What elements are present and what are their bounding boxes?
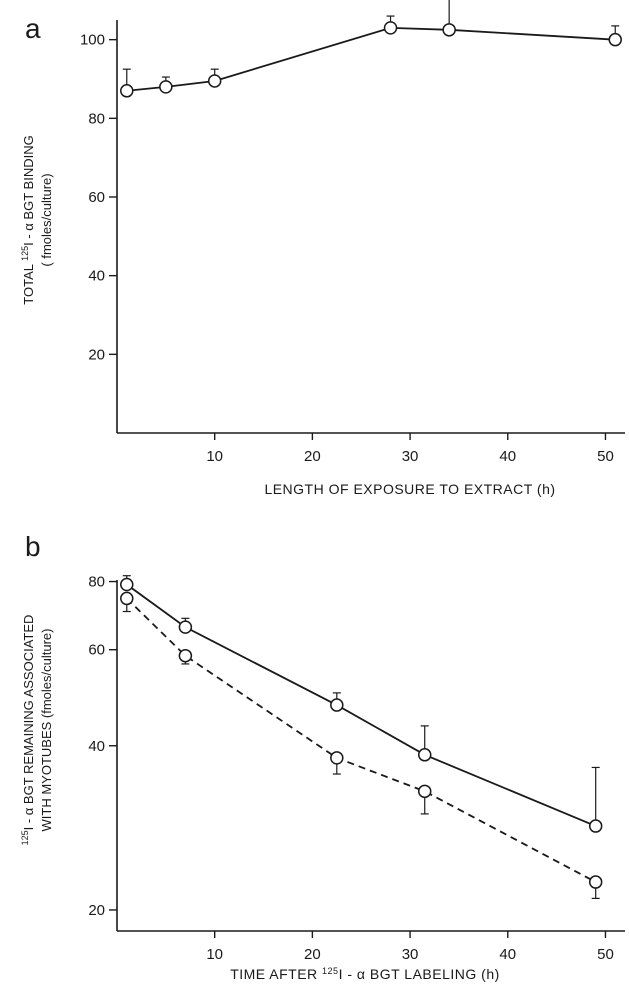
- x-tick-label: 30: [402, 448, 419, 465]
- x-tick-label: 40: [499, 946, 516, 963]
- y-tick-label: 80: [88, 110, 105, 127]
- series-line-2: [126, 597, 597, 883]
- data-point: [417, 748, 432, 762]
- data-point: [588, 819, 603, 833]
- x-axis-label: LENGTH OF EXPOSURE TO EXTRACT (h): [264, 481, 555, 497]
- y-tick-label: 60: [88, 189, 105, 206]
- y-tick-label: 20: [88, 346, 105, 363]
- x-tick-label: 10: [206, 946, 223, 963]
- data-point: [178, 620, 193, 634]
- y-axis-label-line1: TOTAL 125I - α BGT BINDING: [20, 135, 36, 304]
- x-tick-label: 50: [597, 946, 614, 963]
- x-tick-label: 20: [304, 946, 321, 963]
- chart-a-svg: a 10 20 30 40 50 20 40 60 80 100 LENGTH OF EXPOSURE…: [20, 0, 625, 497]
- data-point: [178, 648, 193, 663]
- x-tick-label: 40: [499, 448, 516, 465]
- data-point: [330, 698, 344, 712]
- data-point: [417, 784, 432, 799]
- y-axis-label-line2: WITH MYOTUBES (fmoles/culture): [39, 629, 54, 832]
- panel-letter: b: [25, 531, 41, 562]
- y-tick-label: 60: [88, 642, 105, 659]
- data-point: [608, 32, 622, 47]
- chart-b-svg: b 10 20 30 40 50 20 40 60 80 TIME AFTER 125I - α B…: [20, 531, 625, 982]
- data-point: [383, 21, 398, 35]
- x-tick-label: 20: [304, 448, 321, 465]
- y-tick-label: 40: [88, 738, 105, 755]
- data-point: [207, 74, 222, 88]
- x-axis-label: TIME AFTER 125I - α BGT LABELING (h): [230, 966, 500, 982]
- x-tick-label: 30: [402, 946, 419, 963]
- y-tick-label: 80: [88, 574, 105, 591]
- series-line-1: [126, 26, 616, 92]
- data-point: [120, 577, 134, 592]
- data-point: [442, 23, 456, 37]
- y-tick-label: 20: [88, 902, 105, 919]
- data-point: [120, 591, 134, 606]
- y-tick-label: 40: [88, 268, 105, 285]
- x-tick-label: 10: [206, 448, 223, 465]
- y-axis-label-line2: ( fmoles/culture): [39, 173, 54, 266]
- data-point: [588, 875, 603, 889]
- y-axis-label-line1: 125I - α BGT REMAINING ASSOCIATED: [20, 615, 36, 846]
- data-point: [330, 751, 344, 765]
- chart-panel-b: b 10 20 30 40 50 20 40 60 80 TIME AFTER 125I - α B…: [0, 520, 629, 989]
- panel-letter: a: [25, 13, 41, 44]
- data-point: [120, 84, 134, 98]
- chart-panel-a: a 10 20 30 40 50 20 40 60 80 100 LENGTH OF EXPOSURE…: [20, 0, 625, 497]
- series-line-1: [126, 583, 597, 827]
- y-tick-label: 100: [80, 32, 105, 49]
- x-tick-label: 50: [597, 448, 614, 465]
- data-point: [159, 80, 173, 94]
